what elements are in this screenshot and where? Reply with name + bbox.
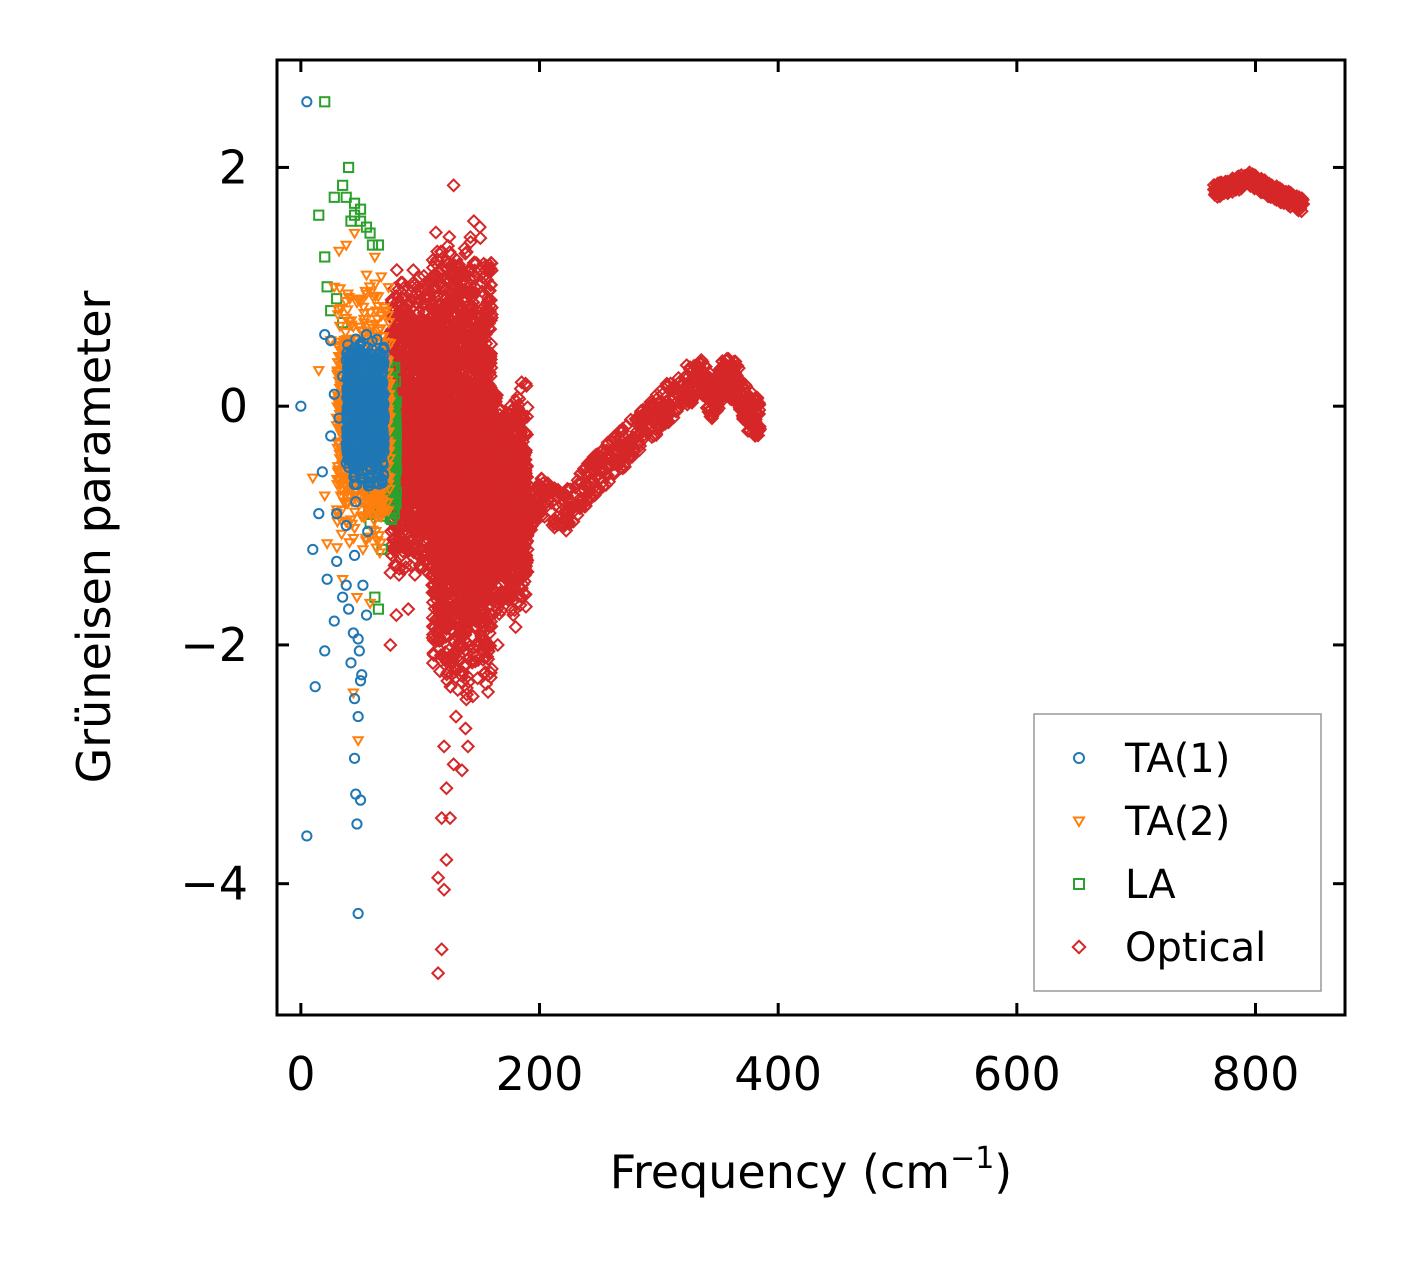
point-optical bbox=[412, 402, 428, 417]
point-optical bbox=[406, 289, 421, 304]
point-optical bbox=[384, 292, 399, 308]
point-optical bbox=[404, 460, 419, 475]
data-points bbox=[295, 96, 1311, 981]
point-optical bbox=[407, 362, 422, 377]
point-optical bbox=[409, 437, 424, 453]
point-optical bbox=[415, 560, 431, 575]
point-optical bbox=[399, 335, 414, 350]
point-optical bbox=[480, 684, 496, 700]
point-optical bbox=[412, 270, 427, 285]
point-optical bbox=[411, 314, 426, 330]
point-optical bbox=[465, 655, 480, 670]
point-optical bbox=[386, 540, 402, 556]
point-optical bbox=[407, 567, 423, 583]
point-optical bbox=[392, 561, 407, 576]
point-optical bbox=[415, 333, 431, 348]
point-optical bbox=[445, 268, 460, 284]
point-optical bbox=[426, 287, 441, 302]
point-optical bbox=[407, 387, 422, 403]
point-optical bbox=[413, 471, 428, 486]
point-optical bbox=[465, 689, 480, 704]
point-optical bbox=[411, 411, 426, 426]
point-optical bbox=[389, 262, 404, 278]
point-optical bbox=[398, 364, 413, 379]
point-optical bbox=[416, 268, 432, 284]
point-optical bbox=[398, 534, 413, 549]
point-optical bbox=[425, 630, 440, 646]
point-optical bbox=[451, 257, 467, 272]
point-optical bbox=[414, 326, 430, 342]
point-optical bbox=[414, 395, 430, 410]
point-optical bbox=[404, 336, 419, 351]
point-optical bbox=[409, 524, 425, 540]
point-optical bbox=[400, 314, 416, 329]
point-optical bbox=[409, 322, 424, 337]
point-optical bbox=[394, 548, 410, 563]
point-optical bbox=[394, 517, 410, 532]
point-optical bbox=[459, 687, 475, 702]
point-optical bbox=[405, 434, 420, 449]
point-optical bbox=[393, 275, 409, 290]
point-optical bbox=[484, 300, 499, 315]
point-optical bbox=[391, 567, 407, 582]
point-optical bbox=[390, 308, 406, 324]
point-optical bbox=[409, 407, 424, 422]
point-optical bbox=[475, 652, 491, 667]
point-optical bbox=[439, 667, 454, 682]
point-optical bbox=[406, 263, 421, 278]
point-optical bbox=[402, 533, 417, 548]
point-optical bbox=[412, 524, 428, 539]
point-optical bbox=[398, 416, 413, 431]
point-optical bbox=[399, 469, 414, 485]
point-optical bbox=[397, 506, 412, 522]
point-optical bbox=[407, 478, 422, 494]
point-optical bbox=[428, 225, 444, 240]
point-optical bbox=[483, 277, 498, 293]
point-optical bbox=[403, 398, 418, 413]
point-optical bbox=[408, 475, 423, 490]
point-optical bbox=[400, 299, 416, 314]
point-optical bbox=[412, 351, 427, 366]
point-optical bbox=[466, 255, 481, 271]
point-optical bbox=[418, 304, 434, 319]
point-optical bbox=[400, 321, 415, 336]
point-optical bbox=[386, 523, 401, 538]
point-optical bbox=[391, 329, 406, 344]
